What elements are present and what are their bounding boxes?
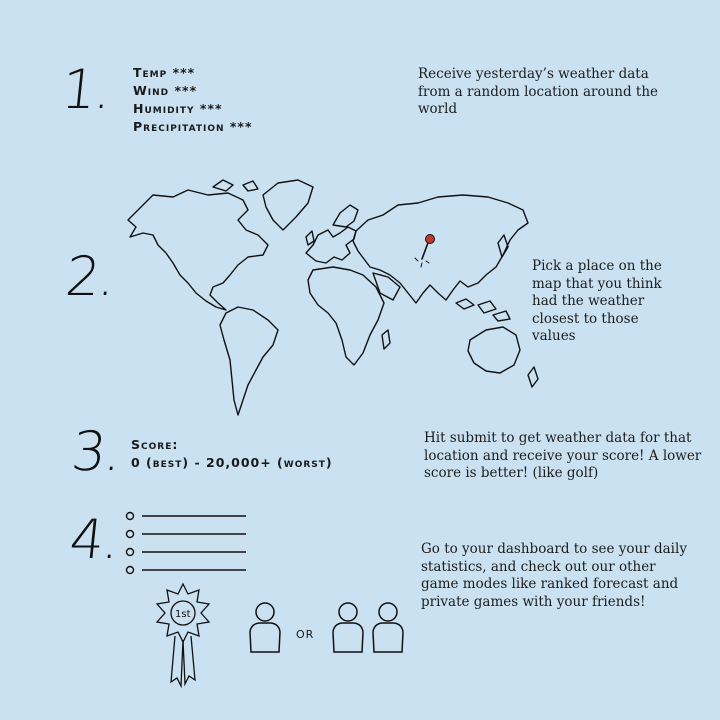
australia-outline: [467, 326, 521, 374]
humidity-value: Humidity ***: [133, 101, 223, 116]
precipitation-value: Precipitation ***: [133, 119, 253, 134]
north-america-outline: [127, 189, 269, 311]
multiplayer-icon: [332, 602, 404, 653]
south-america-outline: [219, 306, 279, 416]
step-2-number: 2.: [62, 245, 117, 308]
map-pin-icon: [414, 234, 435, 268]
score-label: Score:: [131, 437, 179, 452]
wind-value: Wind ***: [133, 83, 198, 98]
step-2-description: Pick a place on the map that you think h…: [532, 258, 662, 344]
step-4-number: 4.: [66, 508, 121, 571]
badge-text: 1st: [175, 609, 191, 620]
temp-value: Temp ***: [133, 65, 196, 80]
europe-outline: [305, 226, 357, 264]
asia-outline: [352, 194, 529, 304]
greenland-outline: [262, 179, 314, 231]
step-3-description: Hit submit to get weather data for that …: [424, 430, 702, 481]
step-4-description: Go to your dashboard to see your daily s…: [421, 541, 687, 610]
world-map[interactable]: [118, 175, 558, 425]
weather-values-list: Temp *** Wind *** Humidity *** Precipita…: [133, 64, 252, 136]
step-1-description: Receive yesterday’s weather data from a …: [418, 66, 659, 117]
step-1-number: 1.: [58, 58, 113, 121]
single-player-icon: [249, 602, 281, 653]
score-info: Score: 0 (best) - 20,000+ (worst): [131, 436, 333, 472]
or-text: OR: [296, 628, 315, 641]
africa-outline: [307, 266, 385, 366]
step-3-number: 3.: [68, 420, 123, 483]
list-icon: [125, 511, 246, 575]
ribbon-badge-icon: 1st: [155, 582, 211, 689]
score-range: 0 (best) - 20,000+ (worst): [131, 455, 333, 470]
